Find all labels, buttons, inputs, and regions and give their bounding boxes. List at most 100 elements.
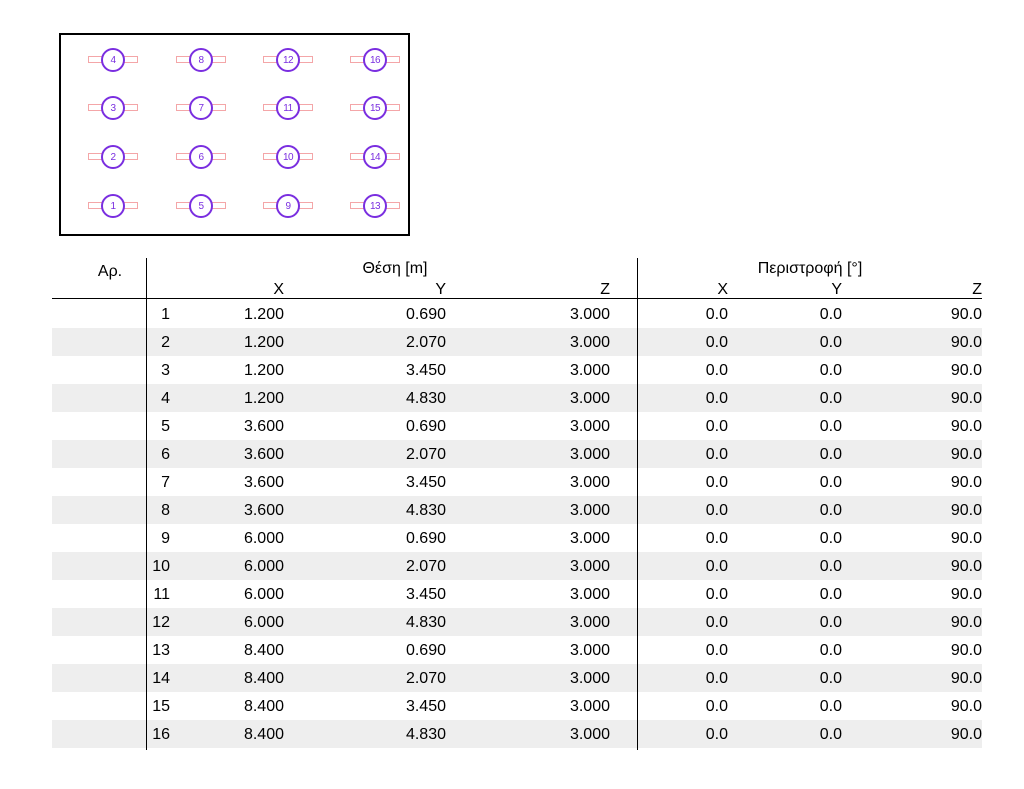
cell-x: 6.000	[243, 586, 284, 603]
table-row: 8 3.600 4.830 3.000 0.0 0.0 90.0	[52, 496, 982, 524]
cell-z: 3.000	[569, 586, 610, 603]
cell-rz: 90.0	[950, 502, 982, 519]
cell-ry: 0.0	[819, 642, 842, 659]
luminaire-symbol: 3	[88, 96, 138, 120]
cell-x: 8.400	[243, 698, 284, 715]
cell-x: 3.600	[243, 418, 284, 435]
cell-y: 2.070	[405, 446, 446, 463]
header-number: Αρ.	[97, 263, 123, 280]
header-pos-z: Z	[600, 281, 610, 298]
cell-ry: 0.0	[819, 390, 842, 407]
cell-rx: 0.0	[705, 642, 728, 659]
cell-rz: 90.0	[950, 418, 982, 435]
cell-ry: 0.0	[819, 586, 842, 603]
luminaire-number: 1	[101, 194, 125, 218]
luminaire-number: 6	[189, 145, 213, 169]
luminaire-number: 10	[276, 145, 300, 169]
cell-ry: 0.0	[819, 670, 842, 687]
cell-z: 3.000	[569, 446, 610, 463]
table-row: 12 6.000 4.830 3.000 0.0 0.0 90.0	[52, 608, 982, 636]
cell-z: 3.000	[569, 698, 610, 715]
cell-n: 11	[153, 586, 170, 603]
cell-rz: 90.0	[950, 586, 982, 603]
cell-x: 6.000	[243, 558, 284, 575]
cell-ry: 0.0	[819, 558, 842, 575]
cell-rx: 0.0	[705, 530, 728, 547]
table-row: 3 1.200 3.450 3.000 0.0 0.0 90.0	[52, 356, 982, 384]
cell-z: 3.000	[569, 362, 610, 379]
cell-y: 3.450	[405, 362, 446, 379]
column-divider-rotation	[637, 258, 638, 750]
cell-y: 2.070	[405, 334, 446, 351]
luminaire-plan: 4 8 12 16 3 7 11 15 2 6 10 14 1 5 9 13	[59, 33, 410, 236]
column-divider-number	[146, 258, 147, 750]
cell-y: 0.690	[405, 530, 446, 547]
luminaire-symbol: 5	[176, 194, 226, 218]
luminaire-number: 14	[363, 145, 387, 169]
table-row: 16 8.400 4.830 3.000 0.0 0.0 90.0	[52, 720, 982, 748]
cell-n: 1	[161, 306, 170, 323]
luminaire-number: 2	[101, 145, 125, 169]
cell-rz: 90.0	[950, 558, 982, 575]
table-row: 9 6.000 0.690 3.000 0.0 0.0 90.0	[52, 524, 982, 552]
luminaire-symbol: 1	[88, 194, 138, 218]
cell-rx: 0.0	[705, 418, 728, 435]
luminaire-symbol: 8	[176, 48, 226, 72]
cell-rz: 90.0	[950, 362, 982, 379]
cell-x: 6.000	[243, 614, 284, 631]
cell-rz: 90.0	[950, 306, 982, 323]
cell-n: 8	[161, 502, 170, 519]
cell-rx: 0.0	[705, 726, 728, 743]
cell-ry: 0.0	[819, 502, 842, 519]
cell-x: 6.000	[243, 530, 284, 547]
cell-ry: 0.0	[819, 698, 842, 715]
cell-rx: 0.0	[705, 362, 728, 379]
cell-z: 3.000	[569, 306, 610, 323]
header-rot-y: Y	[831, 281, 842, 298]
cell-ry: 0.0	[819, 306, 842, 323]
cell-ry: 0.0	[819, 362, 842, 379]
cell-ry: 0.0	[819, 614, 842, 631]
cell-x: 1.200	[243, 306, 284, 323]
cell-rz: 90.0	[950, 474, 982, 491]
luminaire-number: 16	[363, 48, 387, 72]
table-row: 1 1.200 0.690 3.000 0.0 0.0 90.0	[52, 300, 982, 328]
cell-ry: 0.0	[819, 446, 842, 463]
cell-n: 16	[152, 726, 170, 743]
header-divider	[52, 298, 982, 299]
cell-n: 9	[161, 530, 170, 547]
luminaire-symbol: 12	[263, 48, 313, 72]
cell-rx: 0.0	[705, 334, 728, 351]
cell-rz: 90.0	[950, 614, 982, 631]
cell-rz: 90.0	[950, 446, 982, 463]
table-row: 10 6.000 2.070 3.000 0.0 0.0 90.0	[52, 552, 982, 580]
cell-y: 4.830	[405, 502, 446, 519]
cell-rx: 0.0	[705, 698, 728, 715]
cell-y: 0.690	[405, 418, 446, 435]
cell-y: 4.830	[405, 726, 446, 743]
cell-x: 8.400	[243, 726, 284, 743]
cell-y: 2.070	[405, 558, 446, 575]
cell-z: 3.000	[569, 726, 610, 743]
cell-z: 3.000	[569, 558, 610, 575]
luminaire-symbol: 13	[350, 194, 400, 218]
table-row: 2 1.200 2.070 3.000 0.0 0.0 90.0	[52, 328, 982, 356]
table-row: 13 8.400 0.690 3.000 0.0 0.0 90.0	[52, 636, 982, 664]
cell-x: 8.400	[243, 670, 284, 687]
cell-x: 8.400	[243, 642, 284, 659]
cell-z: 3.000	[569, 334, 610, 351]
luminaire-symbol: 7	[176, 96, 226, 120]
cell-rz: 90.0	[950, 642, 982, 659]
cell-z: 3.000	[569, 390, 610, 407]
luminaire-number: 12	[276, 48, 300, 72]
table-row: 7 3.600 3.450 3.000 0.0 0.0 90.0	[52, 468, 982, 496]
cell-n: 5	[161, 418, 170, 435]
cell-z: 3.000	[569, 474, 610, 491]
luminaire-symbol: 16	[350, 48, 400, 72]
cell-n: 4	[161, 390, 170, 407]
table-row: 11 6.000 3.450 3.000 0.0 0.0 90.0	[52, 580, 982, 608]
cell-z: 3.000	[569, 614, 610, 631]
cell-rx: 0.0	[705, 446, 728, 463]
cell-rx: 0.0	[705, 558, 728, 575]
cell-ry: 0.0	[819, 418, 842, 435]
